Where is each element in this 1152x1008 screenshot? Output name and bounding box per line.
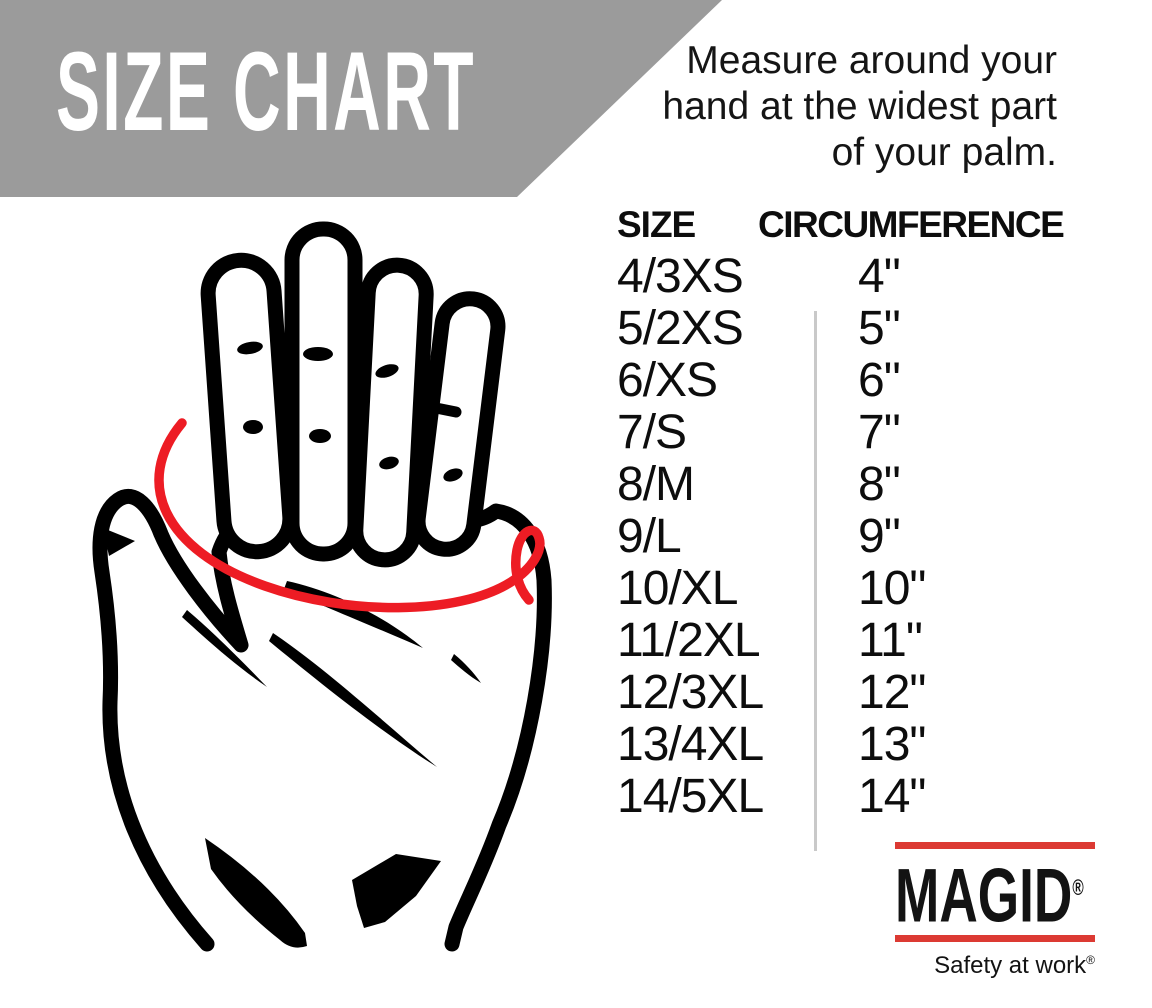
size-cell: 10/XL (617, 562, 738, 615)
logo-top-bar (895, 842, 1095, 849)
header-size: SIZE (617, 204, 696, 245)
page-title: SIZE CHART (56, 28, 477, 155)
circumference-cell: 14" (858, 770, 926, 823)
circumference-cell: 10" (858, 562, 926, 615)
size-table-row: 7/S 7" (617, 407, 925, 459)
size-cell: 6/XS (617, 354, 718, 407)
size-cell: 4/3XS (617, 250, 744, 303)
size-cell: 9/L (617, 510, 682, 563)
tagline-text: Safety at work (934, 952, 1087, 980)
size-cell: 12/3XL (617, 666, 764, 719)
instruction-line: Measure around your (686, 39, 1057, 82)
ring-finger (348, 257, 434, 568)
size-table-row: 6/XS 6" (617, 355, 925, 407)
size-table-row: 5/2XS 5" (617, 303, 925, 355)
pinky-crease (420, 400, 462, 418)
column-divider (814, 311, 817, 851)
size-table-row: 8/M 8" (617, 459, 925, 511)
size-table-row: 14/5XL 14" (617, 770, 926, 823)
circumference-cell: 9" (858, 510, 901, 563)
circumference-cell: 7" (858, 406, 901, 459)
wrist-cuffs (205, 838, 441, 948)
size-cell: 5/2XS (617, 302, 744, 355)
circumference-cell: 5" (858, 302, 901, 355)
size-cell: 7/S (617, 406, 687, 459)
circumference-cell: 13" (858, 718, 926, 771)
size-cell: 13/4XL (617, 718, 764, 771)
logo-brand-text: MAGID (895, 853, 1073, 939)
size-table: SIZE CIRCUMFERENCE 4/3XS 4" 5/2XS 5" 6/XS 6" 7… (617, 203, 1065, 851)
size-table-header: SIZE CIRCUMFERENCE (617, 203, 1065, 251)
circumference-cell: 12" (858, 666, 926, 719)
size-table-row: 4/3XS 4" (617, 251, 925, 303)
circumference-cell: 4" (858, 250, 901, 303)
knuckle-marks (237, 341, 463, 482)
tagline-registered-mark: ® (1086, 953, 1095, 968)
header-circumference: CIRCUMFERENCE (758, 204, 1065, 245)
measuring-line (154, 418, 545, 613)
magid-logo: MAGID® Safety at work® (895, 842, 1095, 980)
circumference-cell: 6" (858, 354, 901, 407)
size-table-row: 11/2XL 11" (617, 615, 925, 667)
circumference-cell: 11" (858, 614, 923, 667)
index-finger (200, 252, 298, 560)
circumference-cell: 8" (858, 458, 901, 511)
size-table-row: 12/3XL 12" (617, 666, 926, 719)
size-cell: 11/2XL (617, 614, 761, 667)
logo-tagline: Safety at work® (895, 952, 1095, 980)
size-cell: 14/5XL (617, 770, 764, 823)
logo-bottom-bar (895, 935, 1095, 943)
size-table-row: 13/4XL 13" (617, 718, 926, 771)
size-cell: 8/M (617, 458, 695, 511)
hand-illustration (55, 220, 585, 965)
pinky-finger (410, 291, 506, 557)
middle-finger (284, 221, 363, 562)
size-table-body: 4/3XS 4" 5/2XS 5" 6/XS 6" 7/S 7" 8/M 8" 9/L 9" 10/XL… (617, 251, 926, 851)
size-table-row: 10/XL 10" (617, 562, 926, 615)
registered-mark: ® (1072, 875, 1084, 900)
banner: SIZE CHART (0, 0, 1152, 197)
logo-wordmark: MAGID® (895, 849, 1084, 935)
thumb-notch (103, 528, 135, 556)
instruction-line: of your palm. (831, 131, 1057, 174)
instruction-text: Measure around your hand at the widest p… (662, 38, 1057, 176)
size-table-row: 9/L 9" (617, 511, 925, 563)
instruction-line: hand at the widest part (662, 85, 1057, 128)
hand-illustration-svg (92, 221, 552, 952)
hand-outline (92, 489, 552, 952)
